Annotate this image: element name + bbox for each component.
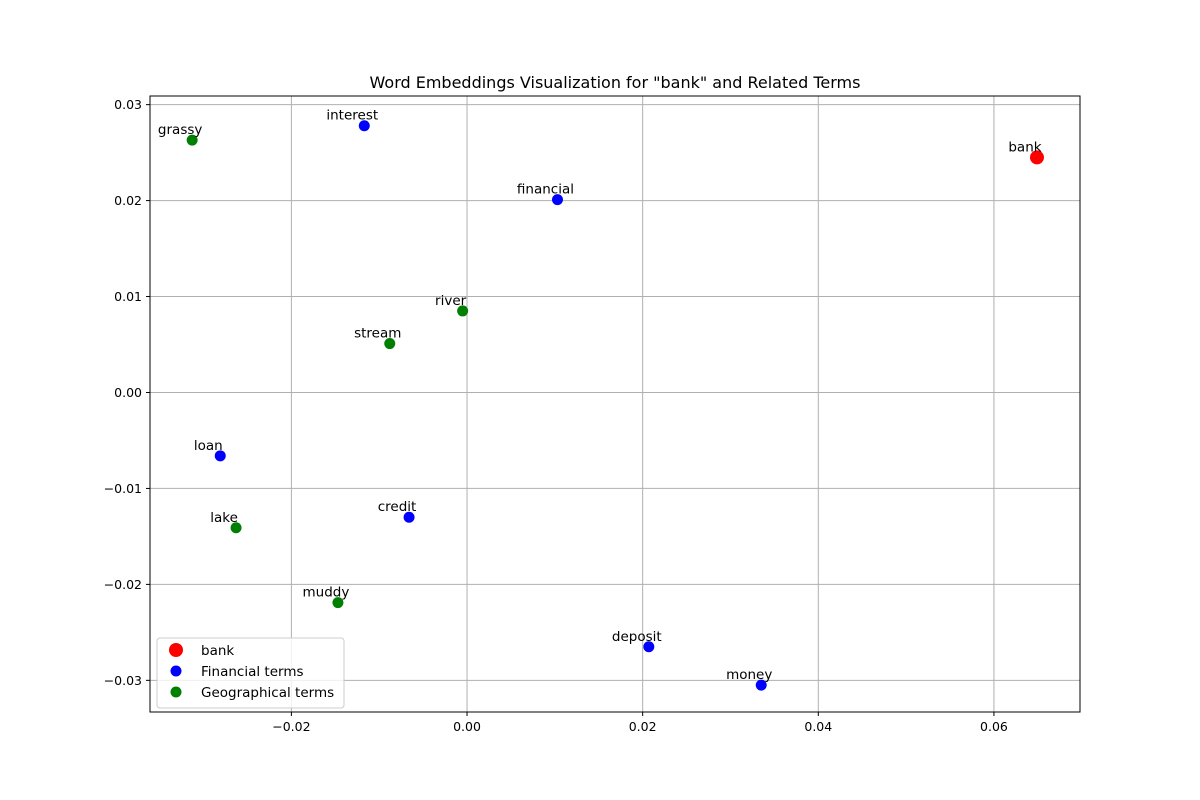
y-tick-label: −0.02 [104,577,142,592]
point-label-river: river [435,293,467,309]
point-loan [214,450,226,462]
point-river [457,305,469,317]
point-labels: bank interest financial loan credit deposit mo… [158,108,1042,683]
legend-box [156,637,345,709]
point-label-loan: loan [194,438,223,454]
plot-frame [149,95,1081,713]
data-points [186,120,1044,691]
point-label-grassy: grassy [158,122,202,138]
point-label-stream: stream [354,326,401,342]
point-label-credit: credit [378,499,417,515]
y-tick-label: −0.01 [104,481,142,496]
legend-marker [170,665,182,677]
legend-label: Geographical terms [201,685,334,701]
point-label-lake: lake [210,510,238,526]
y-tick-label: 0.02 [114,193,142,208]
point-lake [230,522,242,534]
point-label-financial: financial [517,182,574,198]
plot-background [150,96,1080,712]
x-tick-label: 0.02 [629,719,657,734]
legend-marker [170,686,182,698]
point-money [755,679,767,691]
point-label-muddy: muddy [303,585,350,601]
legend-label: bank [201,643,234,659]
y-tick-label: 0.01 [114,289,142,304]
point-grassy [186,134,198,146]
x-tick-label: 0.04 [804,719,832,734]
legend: bank Financial terms Geographical terms [156,637,345,709]
legend-marker [169,643,183,657]
point-financial [551,194,563,206]
point-deposit [643,641,655,653]
x-tick-label: 0.06 [980,719,1008,734]
point-label-bank: bank [1008,139,1041,155]
point-label-money: money [726,667,772,683]
point-bank [1029,150,1044,165]
chart-title: Word Embeddings Visualization for "bank"… [370,73,861,92]
point-label-deposit: deposit [612,629,662,645]
y-tick-label: 0.03 [114,97,142,112]
plot-area: −0.02 0.00 0.02 0.04 0.06 −0.03 −0.02 −0.01 0.0… [104,95,1081,734]
point-label-interest: interest [326,108,378,124]
x-tick-label: 0.00 [453,719,481,734]
x-axis: −0.02 0.00 0.02 0.04 0.06 [272,712,1008,734]
x-tick-label: −0.02 [272,719,310,734]
y-axis: −0.03 −0.02 −0.01 0.00 0.01 0.02 0.03 [104,97,150,688]
point-credit [403,511,415,523]
point-muddy [332,597,344,609]
y-tick-label: 0.00 [114,385,142,400]
point-interest [358,120,370,132]
point-stream [384,338,396,350]
legend-label: Financial terms [201,664,304,680]
y-tick-label: −0.03 [104,673,142,688]
